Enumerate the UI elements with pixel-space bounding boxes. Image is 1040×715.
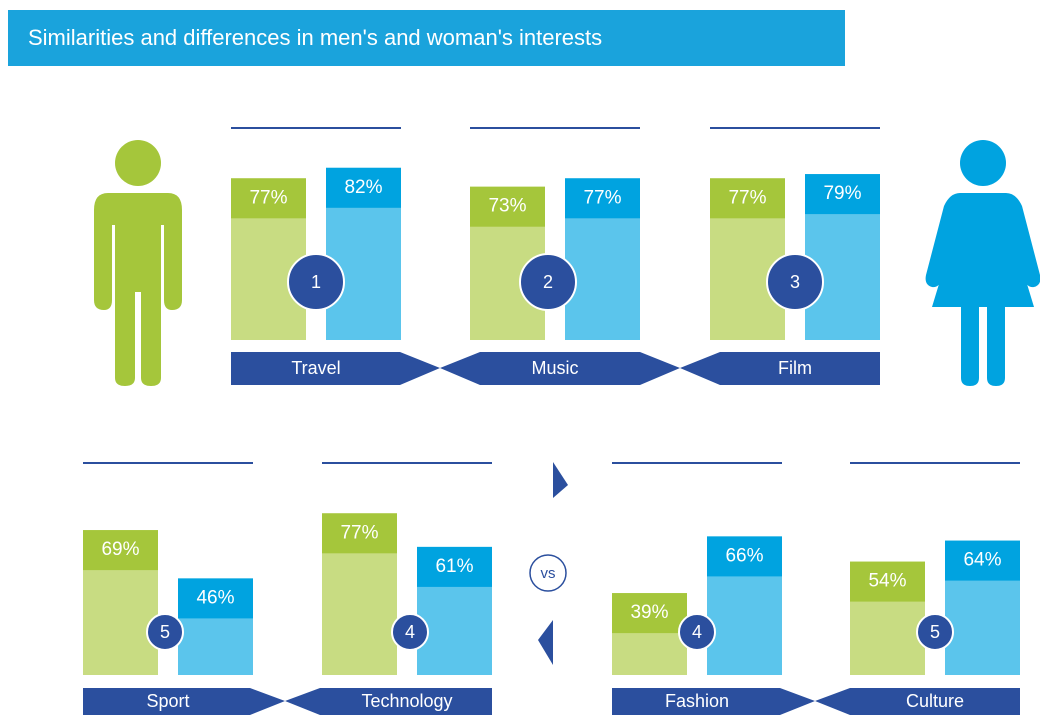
vs-text: vs [541, 565, 556, 582]
title: Similarities and differences in men's an… [28, 25, 602, 50]
bar-header [710, 178, 785, 219]
vs-badge [529, 554, 567, 592]
bar-header [850, 561, 925, 602]
bar-header [231, 178, 306, 219]
value-label: 64% [963, 550, 1001, 571]
bar-header [322, 513, 397, 554]
bar-header [326, 167, 401, 208]
value-label: 77% [249, 187, 287, 208]
value-label: 46% [196, 587, 234, 608]
bar-header [805, 174, 880, 215]
bar-header [417, 546, 492, 587]
rank-number: 4 [692, 622, 702, 642]
rank-number: 2 [543, 272, 553, 292]
bar-header [565, 178, 640, 219]
bar-header [178, 578, 253, 619]
rank-number: 3 [790, 272, 800, 292]
value-label: 73% [488, 196, 526, 217]
category-label: Technology [361, 691, 452, 711]
value-label: 77% [583, 187, 621, 208]
category-label: Film [778, 358, 812, 378]
rank-badge [391, 613, 429, 651]
category-label: Culture [906, 691, 964, 711]
rank-badge [146, 613, 184, 651]
ribbon-notch [250, 352, 850, 715]
title-bar [8, 10, 845, 66]
man-icon [94, 140, 182, 386]
value-label: 69% [101, 539, 139, 560]
bar-header [83, 530, 158, 571]
category-label: Music [531, 358, 578, 378]
bar-header [945, 540, 1020, 581]
woman-icon [925, 140, 1040, 386]
category-label: Fashion [665, 691, 729, 711]
value-label: 79% [823, 183, 861, 204]
rank-number: 5 [930, 622, 940, 642]
rank-badge [519, 253, 577, 311]
value-label: 66% [725, 545, 763, 566]
rank-number: 1 [311, 272, 321, 292]
bar-header [470, 186, 545, 227]
rank-badge [916, 613, 954, 651]
bar-header [707, 536, 782, 577]
bar-header [612, 593, 687, 634]
value-label: 39% [630, 602, 668, 623]
category-label: Travel [291, 358, 340, 378]
value-label: 54% [868, 571, 906, 592]
value-label: 82% [344, 177, 382, 198]
rank-badge [766, 253, 824, 311]
value-label: 61% [435, 556, 473, 577]
rank-badge [678, 613, 716, 651]
rank-number: 4 [405, 622, 415, 642]
category-label: Sport [146, 691, 189, 711]
rank-number: 5 [160, 622, 170, 642]
rank-badge [287, 253, 345, 311]
value-label: 77% [728, 187, 766, 208]
value-label: 77% [340, 522, 378, 543]
